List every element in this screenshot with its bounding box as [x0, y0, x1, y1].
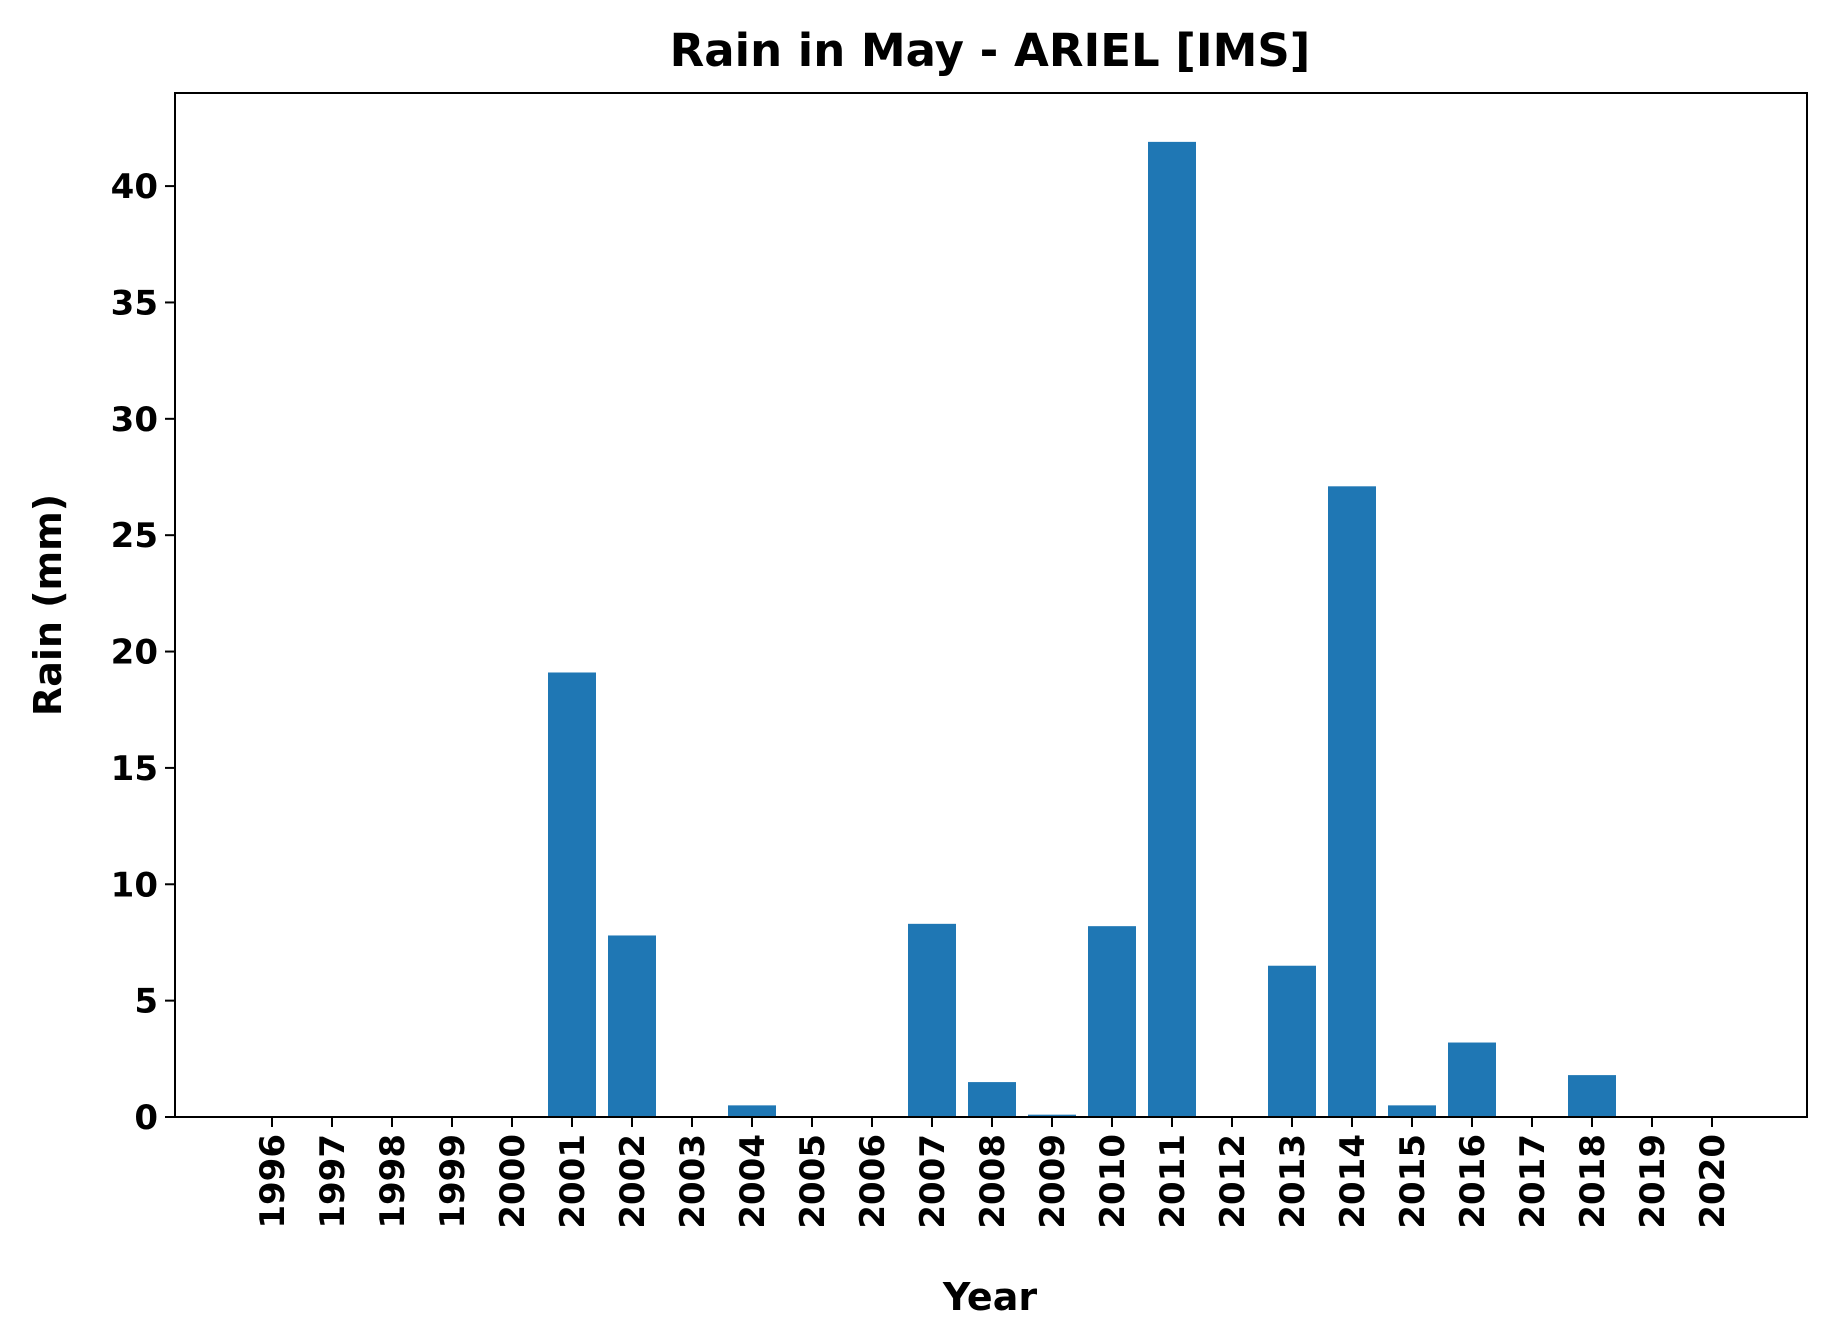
- bar-2015: [1388, 1105, 1436, 1117]
- y-tick-label-20: 20: [111, 633, 158, 673]
- bar-2013: [1268, 965, 1316, 1117]
- bar-2018: [1568, 1075, 1616, 1117]
- bar-2001: [548, 672, 596, 1117]
- x-tick-label-2012: 2012: [1213, 1134, 1253, 1229]
- bar-2010: [1088, 926, 1136, 1117]
- bar-2007: [908, 923, 956, 1117]
- bar-2008: [968, 1082, 1016, 1117]
- x-tick-label-2014: 2014: [1333, 1134, 1373, 1229]
- x-tick-label-2013: 2013: [1273, 1134, 1313, 1229]
- y-tick-label-30: 30: [111, 400, 158, 440]
- x-tick-label-1997: 1997: [313, 1134, 353, 1229]
- x-tick-label-2003: 2003: [673, 1134, 713, 1229]
- x-tick-label-2016: 2016: [1453, 1134, 1493, 1229]
- bar-2002: [608, 935, 656, 1117]
- x-tick-label-2001: 2001: [553, 1134, 593, 1229]
- x-axis: 1996 1997 1998 1999 2000 2001 2002 2003 2004 2005…: [253, 1117, 1733, 1229]
- y-tick-label-5: 5: [134, 982, 158, 1022]
- bar-2014: [1328, 486, 1376, 1117]
- x-tick-label-2018: 2018: [1573, 1134, 1613, 1229]
- x-tick-label-1998: 1998: [373, 1134, 413, 1229]
- y-tick-label-10: 10: [111, 865, 158, 905]
- x-tick-label-2006: 2006: [853, 1134, 893, 1229]
- x-tick-label-2008: 2008: [973, 1134, 1013, 1229]
- y-tick-label-35: 35: [111, 283, 158, 323]
- bar-2011: [1148, 141, 1196, 1117]
- y-tick-label-15: 15: [111, 749, 158, 789]
- x-tick-label-2002: 2002: [613, 1134, 653, 1229]
- y-tick-label-0: 0: [134, 1098, 158, 1138]
- x-tick-label-1996: 1996: [253, 1134, 293, 1229]
- x-tick-label-2007: 2007: [913, 1134, 953, 1229]
- bar-2009: [1028, 1114, 1076, 1117]
- x-tick-label-2000: 2000: [493, 1134, 533, 1229]
- x-tick-label-2009: 2009: [1033, 1134, 1073, 1229]
- bars-group: [548, 141, 1616, 1117]
- x-axis-label: Year: [942, 1275, 1037, 1319]
- bar-2016: [1448, 1042, 1496, 1117]
- bar-2004: [728, 1105, 776, 1117]
- chart-title: Rain in May - ARIEL [IMS]: [670, 24, 1311, 77]
- y-tick-label-40: 40: [111, 167, 158, 207]
- x-tick-label-1999: 1999: [433, 1134, 473, 1229]
- x-tick-label-2019: 2019: [1633, 1134, 1673, 1229]
- x-tick-label-2020: 2020: [1693, 1134, 1733, 1229]
- x-tick-label-2004: 2004: [733, 1134, 773, 1229]
- x-tick-label-2015: 2015: [1393, 1134, 1433, 1229]
- plot-frame: [174, 92, 1808, 1118]
- x-tick-label-2017: 2017: [1513, 1134, 1553, 1229]
- y-axis: 0 5 10 15 20 25 30 35 40: [111, 167, 175, 1138]
- x-tick-label-2010: 2010: [1093, 1134, 1133, 1229]
- y-tick-label-25: 25: [111, 516, 158, 556]
- x-tick-label-2011: 2011: [1153, 1134, 1193, 1229]
- x-tick-label-2005: 2005: [793, 1134, 833, 1229]
- y-axis-label: Rain (mm): [26, 494, 70, 716]
